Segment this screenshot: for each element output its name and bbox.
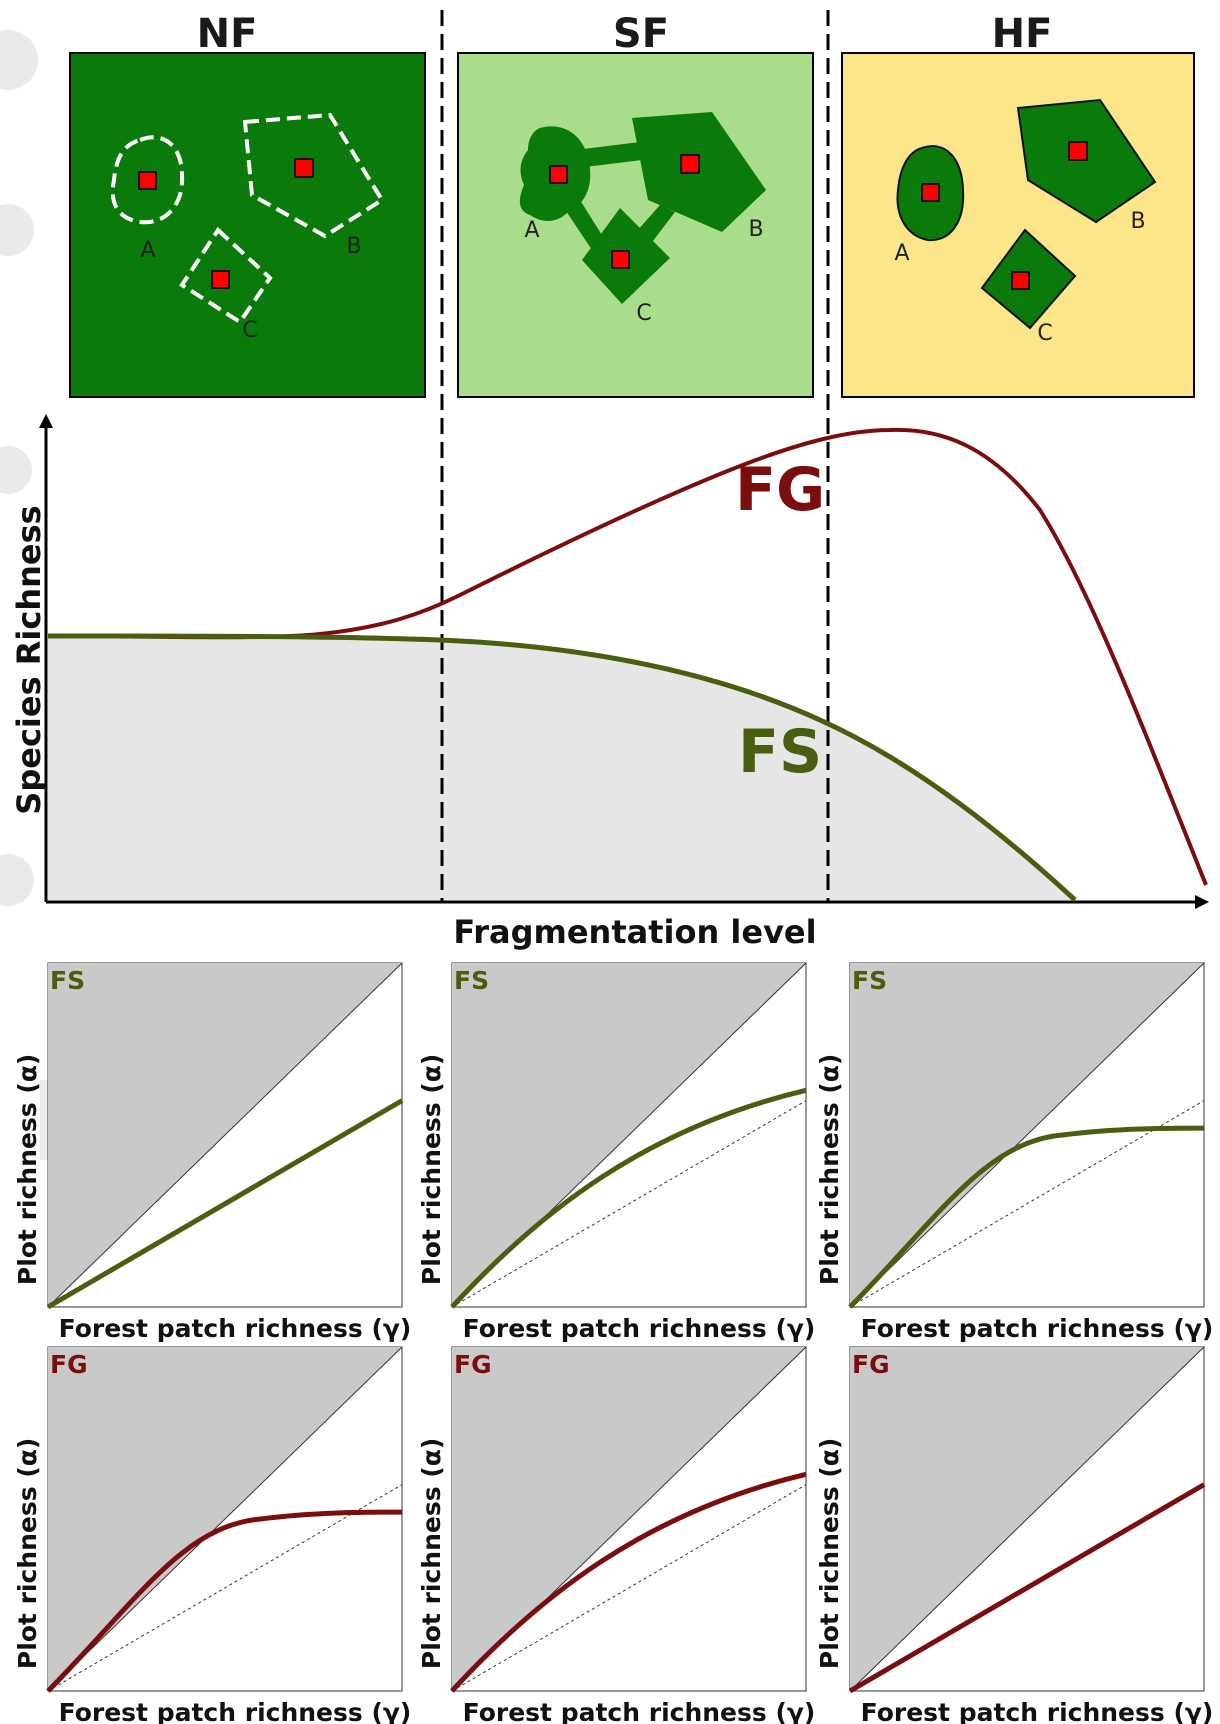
- plot-square: [921, 183, 940, 202]
- plot-square: [680, 154, 700, 174]
- y-axis-label: Plot richness (α): [815, 1054, 844, 1285]
- plot-tag: FG: [454, 1350, 492, 1379]
- small-plot-fs-1: FS Forest patch richness (γ) Plot richness…: [13, 962, 412, 1343]
- plot-square: [294, 158, 314, 178]
- patch-label-a: A: [894, 241, 909, 266]
- plot-square: [211, 270, 230, 289]
- x-axis-label: Forest patch richness (γ): [861, 1698, 1214, 1724]
- panel-sf: SF A B C: [457, 11, 814, 398]
- x-axis-label: Forest patch richness (γ): [59, 1698, 412, 1724]
- reference-line: [47, 1484, 403, 1692]
- fs-label: FS: [738, 717, 822, 787]
- patch-label-b: B: [748, 217, 763, 242]
- richness-curve: [450, 1471, 807, 1693]
- plot-square: [1011, 271, 1030, 290]
- reference-line: [451, 1484, 807, 1692]
- reference-line: [451, 1100, 807, 1308]
- panel-sf-title: SF: [613, 11, 669, 57]
- plot-tag: FS: [50, 966, 85, 995]
- patch-label-c: C: [1037, 321, 1052, 346]
- richness-curve: [450, 1087, 807, 1309]
- panel-nf-background: [69, 52, 426, 398]
- one-to-one-line: [849, 962, 1205, 1308]
- richness-curve: [848, 1125, 1205, 1309]
- panel-nf: NF A B C: [69, 11, 426, 398]
- patch-b-outline: [242, 112, 385, 239]
- y-axis-label: Plot richness (α): [13, 1054, 42, 1285]
- plot-square: [611, 250, 630, 269]
- y-axis-label: Plot richness (α): [815, 1438, 844, 1669]
- reference-line: [849, 1100, 1205, 1308]
- y-axis-label: Plot richness (α): [13, 1438, 42, 1669]
- one-to-one-line: [47, 962, 403, 1308]
- plot-tag: FG: [852, 1350, 890, 1379]
- patch-label-a: A: [524, 218, 539, 243]
- x-axis-label: Forest patch richness (γ): [463, 1698, 816, 1724]
- x-axis-label: Forest patch richness (γ): [463, 1314, 816, 1343]
- small-plot-fs-3: FS Forest patch richness (γ) Plot richness…: [815, 962, 1214, 1343]
- x-axis-label: Forest patch richness (γ): [861, 1314, 1214, 1343]
- small-plot-fs-2: FS Forest patch richness (γ) Plot richness…: [417, 962, 816, 1343]
- richness-curve: [46, 1509, 403, 1693]
- small-plot-fg-3: FG Forest patch richness (γ) Plot richness…: [815, 1346, 1214, 1724]
- one-to-one-line: [47, 1346, 403, 1692]
- plot-tag: FS: [852, 966, 887, 995]
- corridor: [562, 200, 605, 250]
- patch-label-b: B: [346, 234, 361, 259]
- fg-label: FG: [735, 455, 825, 525]
- panel-nf-title: NF: [197, 11, 258, 57]
- x-axis-label: Forest patch richness (γ): [59, 1314, 412, 1343]
- richness-curve: [848, 1482, 1206, 1694]
- y-axis-label: Species Richness: [10, 505, 48, 814]
- plot-square: [549, 165, 568, 184]
- patch-label-b: B: [1130, 209, 1145, 234]
- patch-c-outline: [179, 226, 273, 325]
- patch-b: [1016, 98, 1157, 224]
- y-axis-label: Plot richness (α): [417, 1054, 446, 1285]
- plot-square: [138, 171, 157, 190]
- richness-curve: [46, 1098, 404, 1310]
- corridor: [575, 142, 642, 168]
- y-axis-label: Plot richness (α): [417, 1438, 446, 1669]
- main-chart: FG FS Species Richness Fragmentation lev…: [10, 10, 1209, 951]
- panel-hf: HF A B C: [841, 11, 1195, 398]
- panel-hf-title: HF: [992, 11, 1053, 57]
- fs-curve: [47, 633, 1077, 902]
- one-to-one-line: [849, 1346, 1205, 1692]
- plot-square: [1068, 141, 1088, 161]
- patch-label-c: C: [242, 318, 257, 343]
- small-plot-fg-2: FG Forest patch richness (γ) Plot richness…: [417, 1346, 816, 1724]
- patch-label-c: C: [636, 301, 651, 326]
- small-plot-fg-1: FG Forest patch richness (γ) Plot richness…: [13, 1346, 412, 1724]
- x-axis-label: Fragmentation level: [453, 913, 816, 951]
- plot-tag: FS: [454, 966, 489, 995]
- fs-area: [48, 636, 1075, 900]
- patch-a-outline: [110, 135, 185, 225]
- fg-curve: [47, 427, 1208, 886]
- patch-label-a: A: [140, 238, 155, 263]
- plot-tag: FG: [50, 1350, 88, 1379]
